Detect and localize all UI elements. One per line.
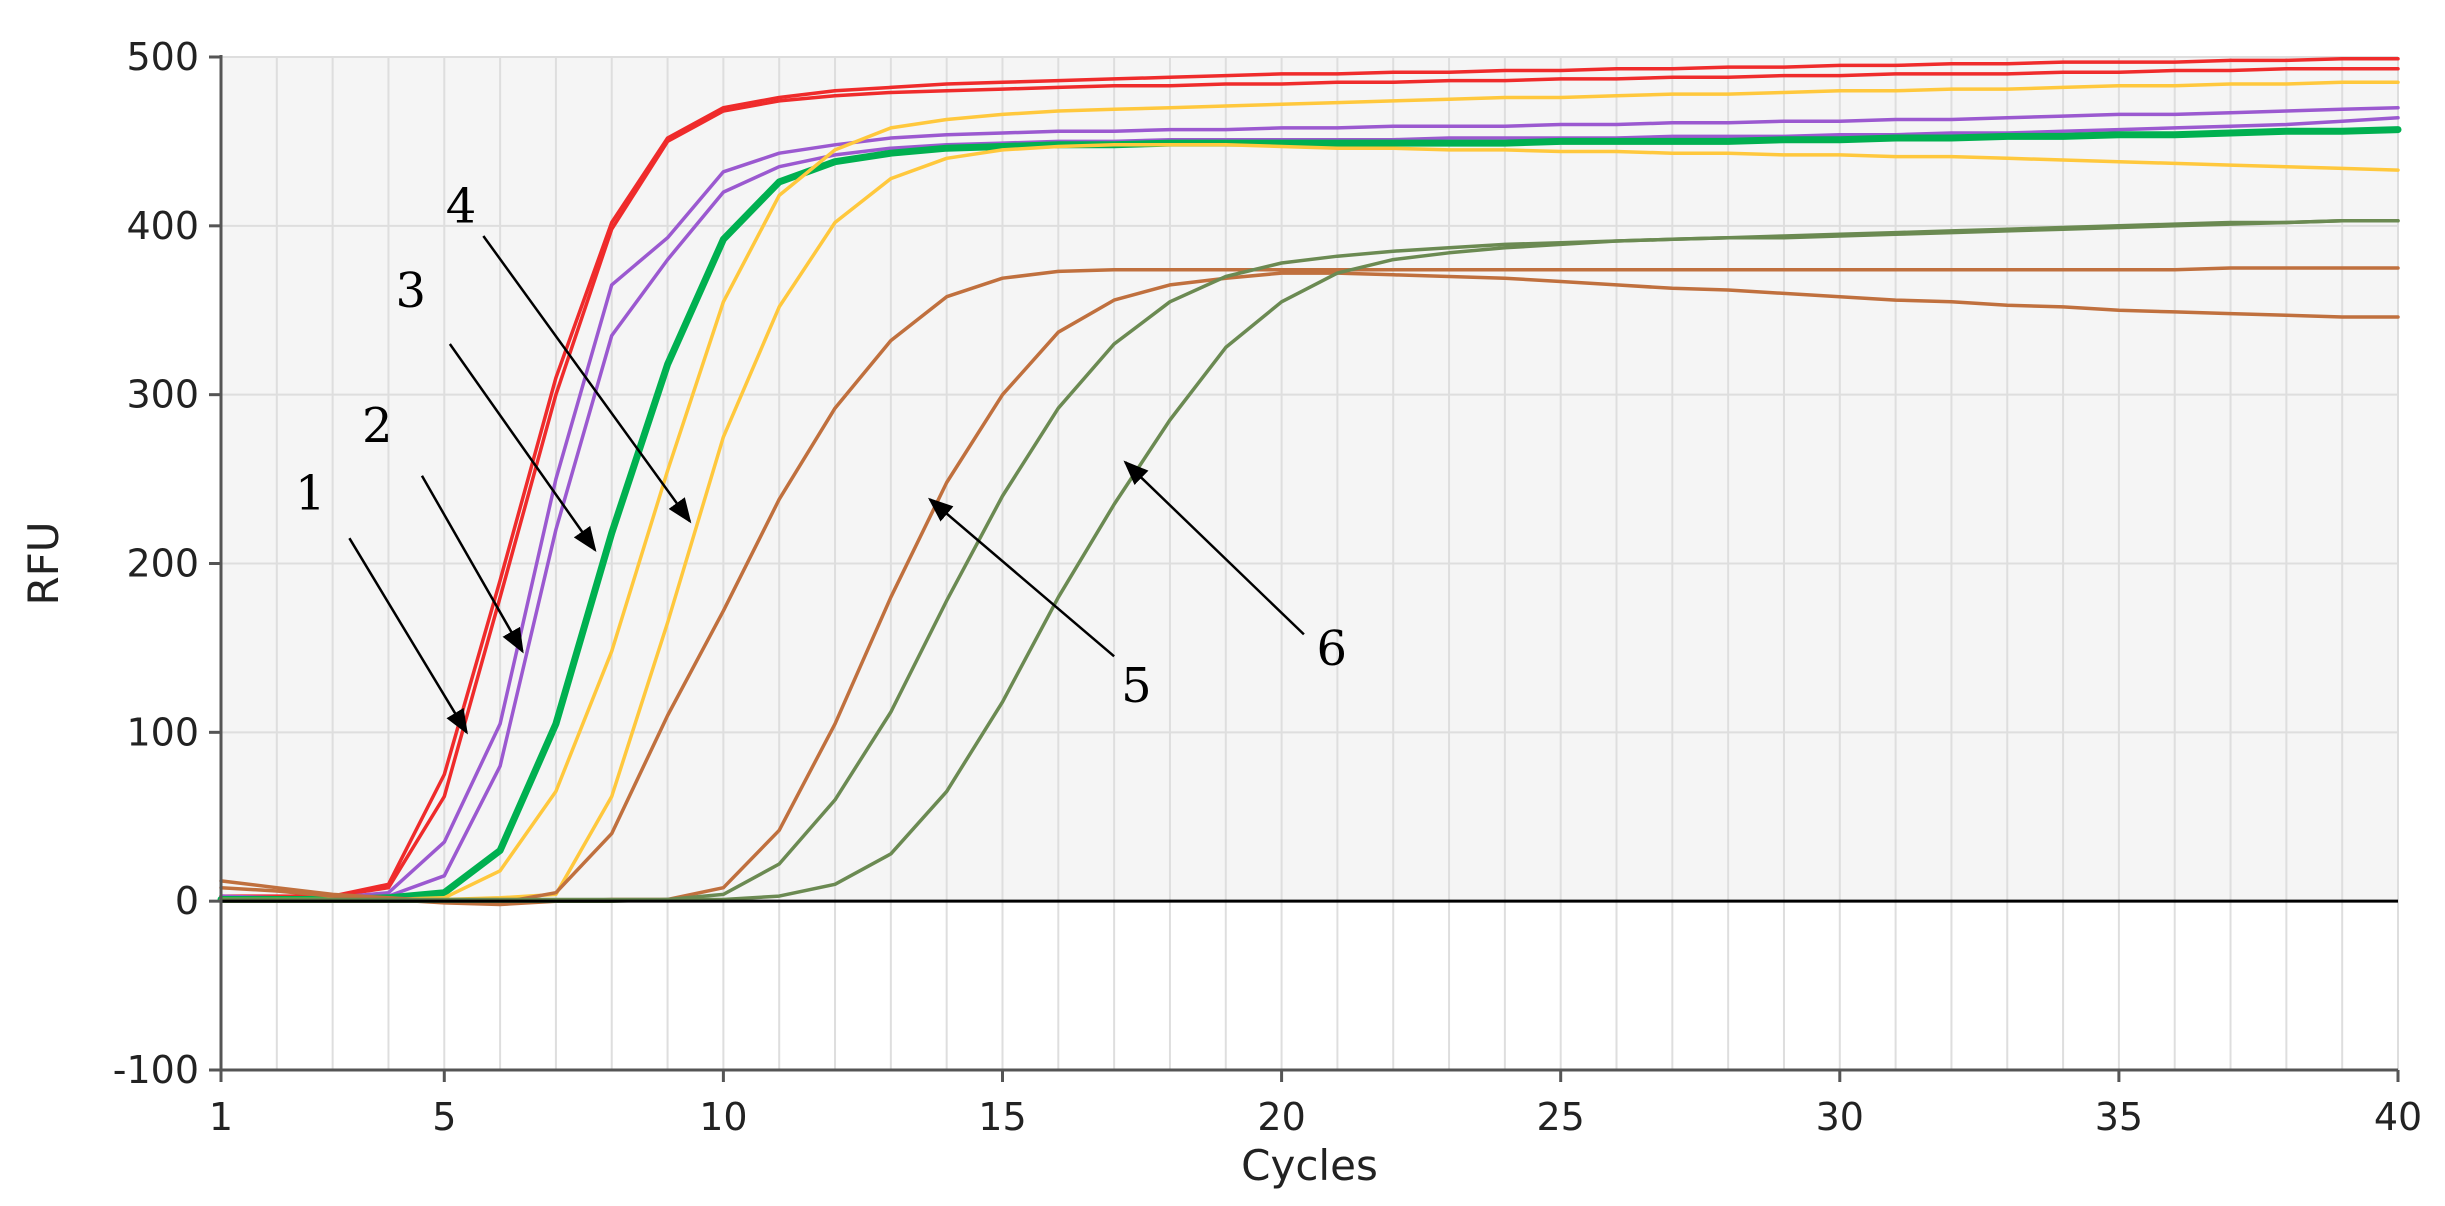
series-line-4b — [219, 143, 2400, 902]
series-lines — [217, 56, 2402, 907]
series-line-3 — [217, 126, 2402, 903]
series-line-2a — [219, 105, 2400, 900]
annotation-label-1: 1 — [295, 465, 326, 521]
y-tick-label: 400 — [126, 204, 199, 248]
annotation-arrow-2 — [420, 475, 524, 654]
annotation-label-4: 4 — [446, 178, 477, 234]
series-line-5a — [219, 266, 2400, 905]
shaded-region — [221, 57, 2398, 902]
annotation-label-5: 5 — [1121, 658, 1152, 714]
series-line-1b — [219, 67, 2400, 900]
x-tick-label: 10 — [699, 1095, 747, 1139]
x-tick-label: 40 — [2374, 1095, 2422, 1139]
series-line-4a — [219, 80, 2400, 902]
axes — [209, 55, 2400, 1082]
y-tick-label: 200 — [126, 542, 199, 586]
x-tick-label: 5 — [432, 1095, 456, 1139]
annotation-label-2: 2 — [362, 398, 393, 454]
annotation-arrow-6 — [1123, 460, 1305, 636]
y-tick-label: 100 — [126, 710, 199, 754]
y-tick-label: 500 — [126, 35, 199, 79]
x-axis-title: Cycles — [1241, 1141, 1378, 1190]
annotation-label-6: 6 — [1317, 621, 1348, 677]
x-tick-label: 20 — [1257, 1095, 1305, 1139]
y-tick-label: 300 — [126, 373, 199, 417]
annotation-arrow-4 — [482, 235, 692, 524]
x-tick-label: 25 — [1537, 1095, 1585, 1139]
annotation-arrow-3 — [448, 343, 597, 553]
annotation-arrow-5 — [928, 497, 1115, 658]
annotation-label-3: 3 — [396, 263, 427, 319]
x-tick-label: 15 — [978, 1095, 1026, 1139]
x-tick-label: 1 — [209, 1095, 233, 1139]
plot-background — [221, 57, 2398, 902]
y-tick-label: -100 — [113, 1048, 199, 1092]
series-line-1a — [219, 56, 2400, 898]
y-axis-title: RFU — [19, 521, 68, 605]
x-tick-label: 30 — [1816, 1095, 1864, 1139]
y-tick-label: 0 — [175, 879, 199, 923]
annotation-arrow-1 — [348, 537, 468, 735]
x-tick-label: 35 — [2095, 1095, 2143, 1139]
